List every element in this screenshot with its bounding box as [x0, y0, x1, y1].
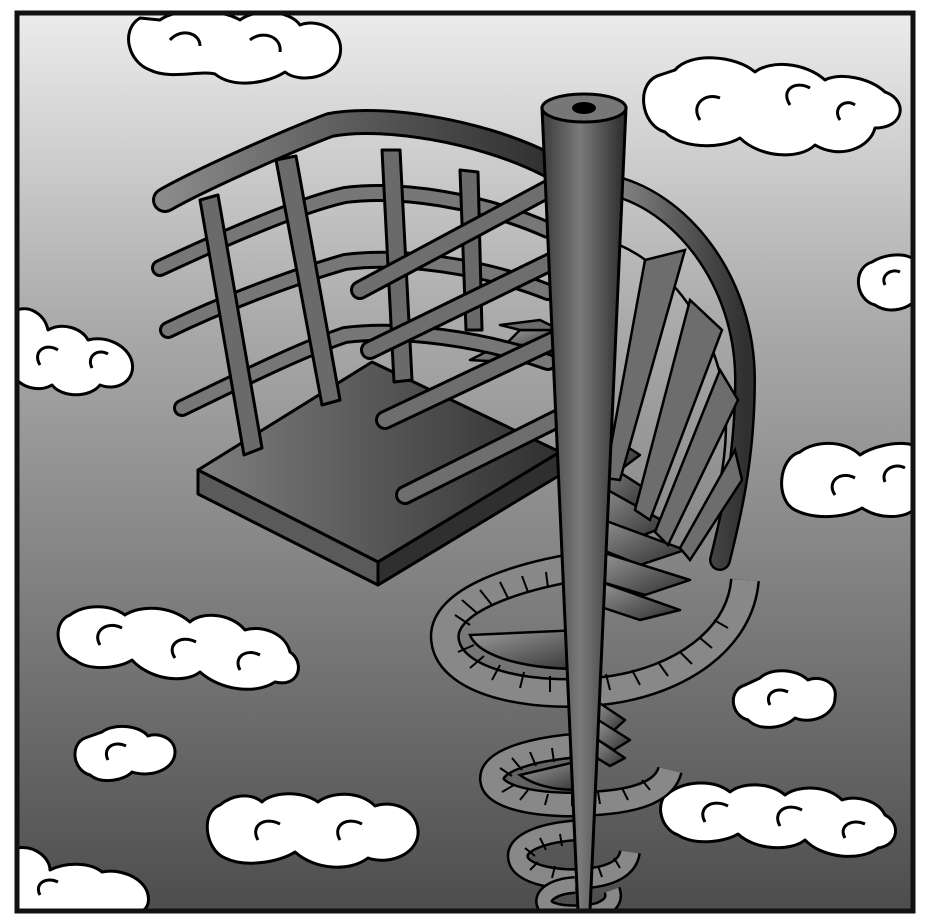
rungs	[350, 170, 575, 505]
cloud	[780, 441, 913, 519]
clouds	[17, 13, 913, 911]
landing-railing	[151, 108, 561, 457]
cloud	[856, 253, 913, 312]
spiral-handrail	[599, 174, 757, 571]
cloud	[731, 669, 837, 729]
pole-opening	[572, 102, 596, 114]
cloud	[205, 792, 420, 869]
cloud	[17, 846, 150, 911]
cloud	[73, 725, 177, 783]
cloud	[127, 13, 343, 85]
central-pole	[540, 92, 628, 911]
picture-frame	[14, 10, 916, 914]
cloud	[642, 56, 902, 157]
cloud	[17, 307, 135, 397]
landing-platform	[196, 360, 562, 587]
